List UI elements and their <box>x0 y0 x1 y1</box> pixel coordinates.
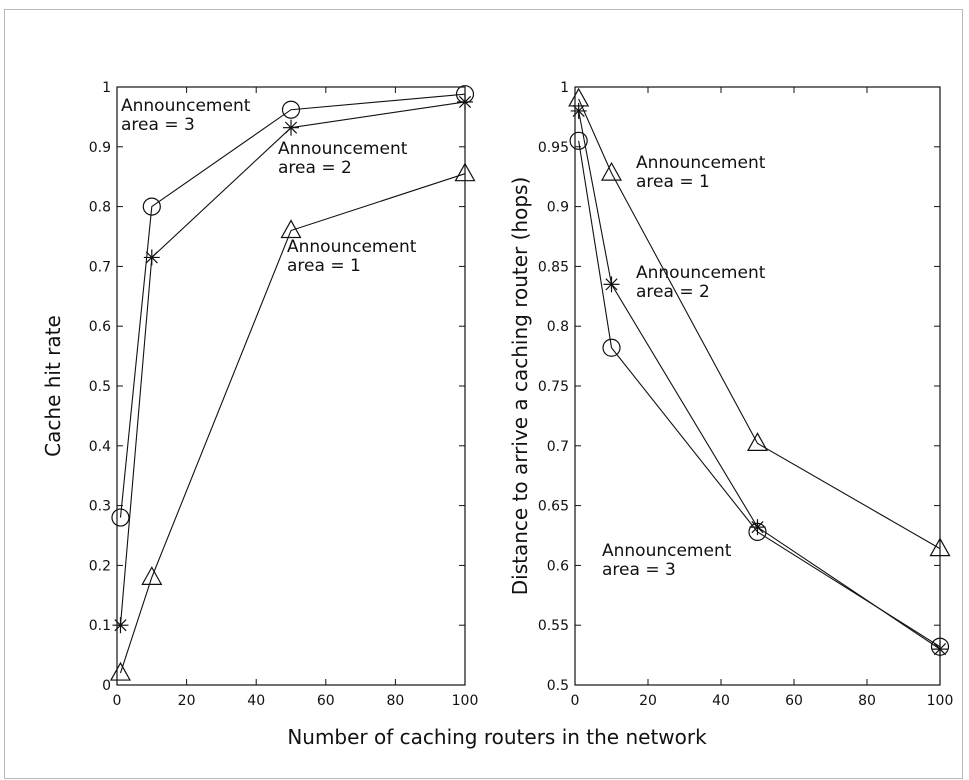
x-tick-label: 80 <box>858 693 876 709</box>
y-tick-label: 0.4 <box>89 439 111 455</box>
chart-distance-hops: 0 20 40 60 80 100 0.5 0.55 0.6 0.65 0.7 0.75 0.8 0.85… <box>508 80 953 709</box>
series-annotation-line2: area = 1 <box>636 172 710 192</box>
y-tick-label: 0.95 <box>538 140 569 156</box>
y-tick-label: 0.8 <box>547 319 569 335</box>
series-annotation-line2: area = 2 <box>278 158 352 178</box>
y-tick-label: 1 <box>102 80 111 96</box>
y-tick-label: 0.65 <box>538 499 569 515</box>
x-tick-label: 40 <box>712 693 730 709</box>
data-point-star-marker <box>571 103 587 119</box>
y-tick-label: 0.2 <box>89 558 111 574</box>
series-annotation-line2: area = 2 <box>636 282 710 302</box>
data-point-star-marker <box>457 94 473 110</box>
series-annotation-line1: Announcement <box>636 153 766 173</box>
x-tick-label: 20 <box>178 693 196 709</box>
plot-area-frame <box>575 87 940 685</box>
x-tick-label: 20 <box>639 693 657 709</box>
data-point-star-marker <box>750 519 766 535</box>
y-axis-label: Distance to arrive a caching router (hop… <box>508 177 532 596</box>
y-tick-label: 0.9 <box>547 200 569 216</box>
y-tick-label: 0.5 <box>547 678 569 694</box>
x-tick-label: 100 <box>927 693 954 709</box>
y-tick-label: 0.6 <box>547 558 569 574</box>
y-tick-label: 0.3 <box>89 499 111 515</box>
data-point-triangle-marker <box>602 163 621 180</box>
y-tick-label: 0.8 <box>89 200 111 216</box>
series-annotation-line1: Announcement <box>287 237 417 257</box>
data-point-star-marker <box>604 276 620 292</box>
chart-cache-hit-rate: 0 20 40 60 80 100 0 0.1 0.2 0.3 0.4 0.5 0.6 0.7 0.8 0.9… <box>41 80 478 709</box>
y-tick-label: 0.7 <box>89 259 111 275</box>
x-tick-label: 0 <box>571 693 580 709</box>
data-point-triangle-marker <box>142 567 161 584</box>
x-tick-label: 0 <box>113 693 122 709</box>
series-annotation-line2: area = 1 <box>287 256 361 276</box>
y-tick-label: 0.7 <box>547 439 569 455</box>
series-annotation-line1: Announcement <box>121 96 251 116</box>
series-line-announcement-area-2 <box>120 102 465 625</box>
x-tick-label: 100 <box>452 693 479 709</box>
x-tick-label: 60 <box>785 693 803 709</box>
series-annotation-line1: Announcement <box>278 139 408 159</box>
y-tick-label: 0 <box>102 678 111 694</box>
y-tick-label: 0.55 <box>538 618 569 634</box>
data-point-star-marker <box>283 120 299 136</box>
y-tick-label: 0.5 <box>89 379 111 395</box>
x-tick-label: 40 <box>247 693 265 709</box>
y-tick-label: 0.75 <box>538 379 569 395</box>
y-tick-label: 0.6 <box>89 319 111 335</box>
data-point-star-marker <box>144 249 160 265</box>
y-axis-label: Cache hit rate <box>41 315 65 457</box>
y-tick-label: 0.9 <box>89 140 111 156</box>
y-tick-label: 0.1 <box>89 618 111 634</box>
series-annotation-line2: area = 3 <box>602 560 676 580</box>
y-tick-label: 1 <box>560 80 569 96</box>
series-annotation-line1: Announcement <box>636 263 766 283</box>
series-annotation-line1: Announcement <box>602 541 732 561</box>
x-tick-label: 60 <box>317 693 335 709</box>
x-tick-label: 80 <box>386 693 404 709</box>
series-annotation-line2: area = 3 <box>121 115 195 135</box>
y-tick-label: 0.85 <box>538 259 569 275</box>
data-point-triangle-marker <box>282 221 301 238</box>
shared-x-axis-label: Number of caching routers in the network <box>287 725 707 749</box>
data-point-star-marker <box>112 617 128 633</box>
